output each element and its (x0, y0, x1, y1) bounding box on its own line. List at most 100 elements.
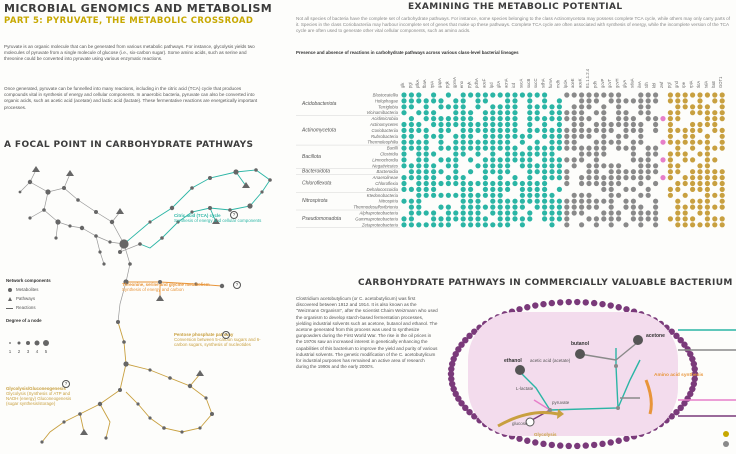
cell-wall-dot (448, 375, 455, 383)
heatmap-cell (445, 116, 451, 122)
heatmap-cell (564, 145, 570, 151)
cell-wall-dot (582, 442, 589, 449)
heatmap-cell (586, 169, 592, 175)
heatmap-cell (431, 186, 437, 192)
heatmap-cell (645, 210, 651, 216)
cell-wall-dot (615, 437, 622, 444)
heatmap-cell (482, 186, 488, 192)
annotation-glycolysis: Glycolysis/Gluconeogenesis Glycolysis (S… (6, 386, 76, 406)
heatmap-cell (468, 157, 474, 163)
heatmap-cell (690, 204, 696, 210)
heatmap-cell (519, 186, 525, 192)
heatmap-cell (667, 133, 673, 139)
heatmap-cell (682, 98, 688, 104)
heatmap-cell (542, 145, 548, 151)
heatmap-cell (527, 121, 533, 128)
label-glucose: glucose (512, 421, 528, 426)
info-icon[interactable]: ? (230, 211, 238, 219)
heatmap-cell (505, 169, 511, 175)
heatmap-cell (445, 127, 451, 133)
info-icon[interactable]: ? (62, 380, 70, 388)
heatmap-cell (593, 92, 599, 98)
heatmap-cell (579, 145, 585, 151)
heatmap-cell (460, 180, 466, 187)
page-subtitle: PART 5: PYRUVATE, THE METABOLIC CROSSROA… (4, 16, 254, 26)
heatmap-cell (653, 92, 659, 98)
heatmap-cell (431, 151, 437, 157)
enzyme-column-label: mdh (555, 79, 560, 88)
glycolysis-arrow (497, 411, 559, 428)
cell-wall-dot (615, 304, 622, 311)
heatmap-cell (490, 186, 496, 192)
annotation-tca-title: Citric acid (TCA) cycle (174, 213, 221, 218)
phylum-label: Chloroflexota (302, 181, 332, 187)
annotation-serine: Threonine, serine and glycine metabolism… (122, 282, 242, 292)
heatmap-cell (512, 151, 518, 157)
heatmap-cell (490, 210, 496, 216)
heatmap-cell (660, 139, 666, 145)
heatmap-cell (704, 145, 710, 151)
heatmap-cell (408, 92, 414, 98)
heatmap-cell (608, 198, 614, 204)
legend-reactions-label: Reactions (16, 305, 36, 310)
heatmap-cell (453, 163, 459, 169)
heatmap-cell (512, 180, 518, 187)
heatmap-cell (482, 139, 488, 145)
heatmap-cell (423, 180, 429, 187)
heatmap-cell (416, 92, 422, 98)
heatmap-cell (505, 204, 511, 210)
heatmap-cell (630, 116, 636, 122)
heatmap-cell (482, 180, 488, 187)
heatmap-cell (534, 169, 540, 175)
heatmap-cell (460, 98, 466, 104)
heatmap-cell (660, 175, 666, 181)
heatmap-cell (586, 180, 592, 187)
heatmap-cell (638, 192, 644, 198)
heatmap-cell (542, 169, 548, 175)
page-title: MICROBIAL GENOMICS AND METABOLISM (4, 2, 273, 15)
heatmap-cell (497, 116, 503, 122)
heatmap-cell (542, 116, 548, 122)
heatmap-cell (719, 133, 725, 139)
heatmap-cell (586, 98, 592, 104)
annotation-serine-title: Threonine, serine and glycine metabolism (122, 282, 210, 287)
heatmap-cell (497, 157, 503, 163)
heatmap-cell (416, 163, 422, 169)
heatmap-cell (593, 198, 599, 204)
cell-wall-dot (677, 404, 684, 412)
section-examining-title: EXAMINING THE METABOLIC POTENTIAL (408, 2, 623, 12)
cell-wall-dot (524, 304, 531, 311)
degree-3: 3 (27, 349, 30, 354)
enzyme-column-label: tdh (644, 82, 649, 88)
heatmap-cell (601, 186, 607, 192)
cell-wall-dot (450, 355, 457, 363)
heatmap-cell (549, 116, 555, 122)
heatmap-cell (505, 98, 511, 104)
heatmap-cell (534, 204, 540, 210)
info-icon[interactable]: ? (233, 281, 241, 289)
heatmap-cell (556, 98, 562, 104)
heatmap-cell (556, 163, 562, 169)
heatmap-cell (601, 180, 607, 187)
heatmap-cell (431, 98, 437, 104)
heatmap-cell (571, 145, 577, 151)
cell-wall-dot (673, 408, 680, 416)
heatmap-cell (490, 127, 496, 133)
heatmap-cell (527, 151, 533, 157)
info-icon[interactable]: ? (222, 331, 230, 339)
class-row-label: Rubrobacteria (371, 134, 399, 139)
class-row-label: Clostridia (380, 152, 399, 157)
heatmap-cell (431, 169, 437, 175)
cell-wall-dot (623, 306, 630, 313)
heatmap-cell (423, 175, 429, 181)
heatmap-cell (579, 157, 585, 163)
class-row-label: Acidimicrobiia (370, 116, 398, 121)
heatmap-cell (542, 180, 548, 187)
cell-wall-dot (681, 341, 688, 348)
heatmap-cell (490, 110, 496, 116)
heatmap-cell (682, 133, 688, 139)
cell-wall-dot (452, 390, 459, 398)
heatmap-cell (571, 104, 577, 110)
heatmap-cell (630, 198, 636, 204)
heatmap-cell (519, 216, 525, 222)
